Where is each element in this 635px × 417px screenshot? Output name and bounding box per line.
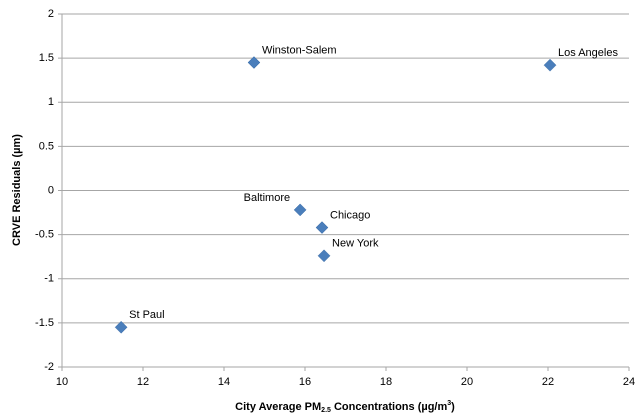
point bbox=[114, 320, 128, 334]
x-tick-label: 16 bbox=[299, 376, 311, 388]
point bbox=[293, 203, 307, 217]
y-tick-label: -2 bbox=[44, 361, 54, 373]
x-tick-label: 18 bbox=[380, 376, 392, 388]
y-tick-label: 0 bbox=[48, 184, 54, 196]
x-title-part: Concentrations (µg/m bbox=[331, 401, 448, 413]
x-tick-label: 14 bbox=[218, 376, 230, 388]
y-tick-label: 0.5 bbox=[39, 140, 54, 152]
point bbox=[317, 249, 331, 263]
x-tick-label: 20 bbox=[461, 376, 473, 388]
point bbox=[315, 221, 329, 234]
x-title-part: ) bbox=[451, 401, 455, 413]
point-label: New York bbox=[332, 238, 379, 250]
y-tick-label: 2 bbox=[48, 8, 54, 20]
x-title-sup: 3 bbox=[447, 400, 451, 407]
point-label: Baltimore bbox=[244, 192, 290, 204]
y-tick-label: 1 bbox=[48, 96, 54, 108]
point-label: Winston-Salem bbox=[262, 44, 337, 56]
x-axis-title: City Average PM2.5 Concentrations (µg/m3… bbox=[235, 400, 455, 414]
y-tick-label: 1.5 bbox=[39, 52, 54, 64]
point-label: Los Angeles bbox=[558, 47, 618, 59]
y-tick-label: -1.5 bbox=[35, 317, 54, 329]
x-tick-label: 12 bbox=[137, 376, 149, 388]
x-title-part: City Average PM bbox=[235, 401, 321, 413]
y-axis-title: CRVE Residuals (µm) bbox=[11, 134, 23, 246]
point bbox=[543, 58, 557, 72]
y-tick-label: -0.5 bbox=[35, 229, 54, 241]
y-tick-label: -1 bbox=[44, 273, 54, 285]
point-label: St Paul bbox=[129, 309, 164, 321]
point-label: Chicago bbox=[330, 209, 370, 221]
point bbox=[247, 56, 261, 69]
x-tick-label: 22 bbox=[542, 376, 554, 388]
x-tick-label: 24 bbox=[623, 376, 635, 388]
x-tick-label: 10 bbox=[56, 376, 68, 388]
x-title-sub: 2.5 bbox=[321, 407, 331, 414]
